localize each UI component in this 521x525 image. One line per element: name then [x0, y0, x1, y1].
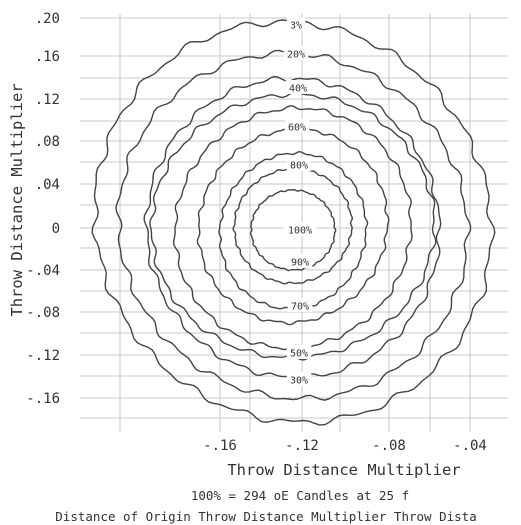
contour-label-100: 100% [288, 226, 312, 237]
contour-label-background [287, 298, 313, 312]
contour-90-percent [249, 188, 337, 272]
contour-50-percent [172, 105, 413, 351]
contour-20-percent [115, 49, 472, 401]
contour-40-percent [149, 91, 437, 361]
y-tick-label: -.04 [26, 263, 60, 279]
contour-lines [91, 19, 496, 426]
y-tick-label: .16 [35, 49, 60, 65]
y-tick-label: .12 [35, 92, 60, 108]
contour-label-background [285, 80, 311, 94]
x-axis-title: Throw Distance Multiplier [227, 461, 460, 479]
x-tick-labels: -.16 -.12 -.08 -.04 [203, 438, 487, 454]
y-tick-label: -.08 [26, 305, 60, 321]
x-tick-label: -.04 [453, 438, 487, 454]
contour-3-percent [91, 19, 496, 426]
contour-label-background [284, 119, 310, 133]
contour-label-background [286, 17, 306, 31]
y-tick-label: -.12 [26, 348, 60, 364]
contour-label-background [287, 254, 313, 268]
contour-80-percent [232, 167, 354, 285]
contour-label-50: 50% [290, 349, 308, 360]
contour-label-background [286, 345, 312, 359]
contour-label-20: 20% [287, 50, 305, 61]
y-tick-label: 0 [52, 221, 60, 237]
contour-30-percent [143, 75, 442, 381]
contour-label-3: 3% [290, 21, 302, 32]
y-tick-label: .04 [35, 177, 60, 193]
contour-label-90: 90% [291, 258, 309, 269]
contour-60-percent [196, 127, 390, 326]
contour-label-60: 60% [288, 123, 306, 134]
y-axis-title: Throw Distance Multiplier [8, 83, 26, 316]
contour-label-70: 70% [291, 302, 309, 313]
contour-label-background [284, 222, 316, 236]
x-tick-label: -.08 [372, 438, 406, 454]
y-tick-label: -.16 [26, 391, 60, 407]
y-tick-label: .08 [35, 134, 60, 150]
footer-line-1: 100% = 294 oE Candles at 25 f [191, 488, 409, 503]
y-tick-label: .20 [35, 11, 60, 27]
y-tick-labels: .20 .16 .12 .08 .04 0 -.04 -.08 -.12 -.16 [26, 11, 60, 407]
contour-label-30: 30% [290, 376, 308, 387]
contour-label-40: 40% [289, 84, 307, 95]
contour-label-background [286, 372, 312, 386]
x-tick-label: -.16 [203, 438, 237, 454]
x-tick-label: -.12 [285, 438, 319, 454]
footer-line-2: Distance of Origin Throw Distance Multip… [55, 509, 476, 524]
contour-labels: 3% 20% 40% 60% 80% 100% 90% 70% 50% 30% [283, 17, 316, 387]
contour-label-background [283, 46, 309, 60]
contour-label-background [286, 157, 312, 171]
contour-label-80: 80% [290, 161, 308, 172]
contour-70-percent [218, 150, 369, 311]
